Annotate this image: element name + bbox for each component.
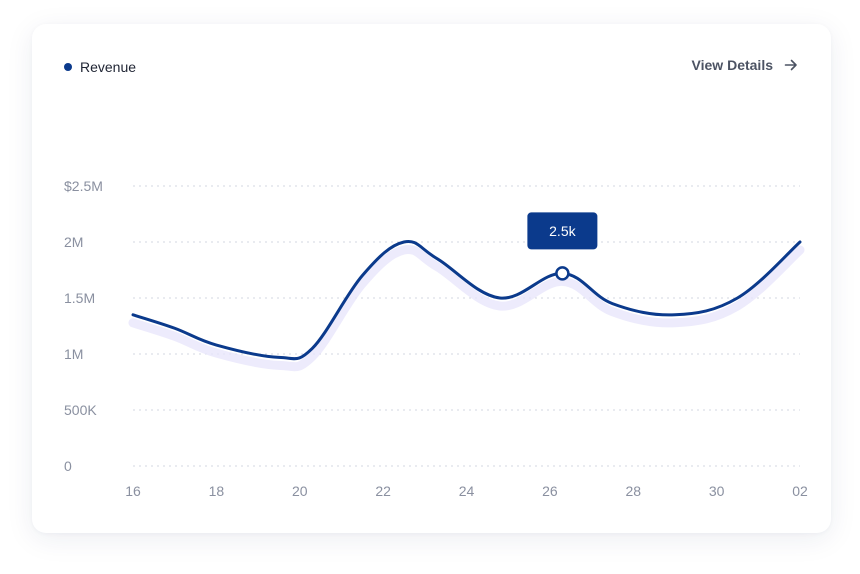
x-tick-label: 24 — [459, 483, 475, 499]
view-details-label: View Details — [691, 57, 773, 73]
y-tick-label: 2M — [64, 234, 83, 250]
x-tick-label: 02 — [792, 483, 808, 499]
x-tick-label: 28 — [625, 483, 641, 499]
arrow-right-icon — [784, 59, 797, 71]
tooltip-value: 2.5k — [549, 223, 576, 239]
series-line-shadow — [128, 244, 805, 372]
highlight-point[interactable] — [555, 266, 570, 281]
y-tick-label: 0 — [64, 458, 72, 474]
x-tick-label: 20 — [292, 483, 308, 499]
series-revenue — [128, 239, 805, 372]
chart-card: Revenue View Details — [32, 24, 831, 533]
x-tick-label: 16 — [125, 483, 141, 499]
y-tick-label: $2.5M — [64, 178, 103, 194]
view-details-button[interactable]: View Details — [692, 57, 799, 73]
legend-label-revenue: Revenue — [80, 59, 137, 75]
grid-lines — [133, 185, 800, 467]
legend: Revenue — [64, 59, 136, 75]
y-axis-ticks: 0 500K 1M 1.5M 2M $2.5M — [64, 178, 103, 474]
series-line-revenue — [131, 239, 802, 361]
x-axis-ticks: 16 18 20 22 24 26 28 30 02 — [125, 483, 808, 499]
x-tick-label: 26 — [542, 483, 558, 499]
y-tick-label: 1M — [64, 346, 83, 362]
y-tick-label: 500K — [64, 402, 97, 418]
tooltip: 2.5k — [527, 212, 598, 250]
legend-dot-revenue — [64, 63, 72, 71]
x-tick-label: 18 — [209, 483, 225, 499]
tooltip-box — [527, 212, 598, 250]
y-tick-label: 1.5M — [64, 290, 95, 306]
x-tick-label: 30 — [709, 483, 725, 499]
x-tick-label: 22 — [375, 483, 391, 499]
